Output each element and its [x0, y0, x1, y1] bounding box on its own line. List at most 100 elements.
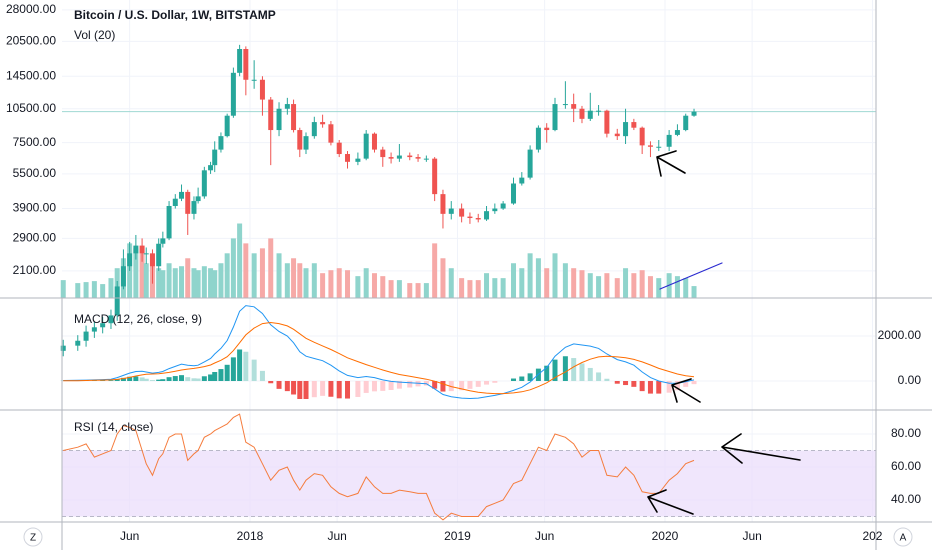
histogram-bar: [160, 379, 166, 381]
candle-body: [251, 79, 257, 81]
candle-body: [562, 104, 568, 106]
histogram-bar: [291, 380, 297, 395]
histogram-bar: [544, 365, 550, 381]
histogram-bar: [166, 377, 172, 381]
x-tick-label: Jun: [120, 529, 139, 543]
candle-body: [596, 110, 602, 112]
volume-bar: [448, 268, 454, 298]
volume-bar: [179, 266, 185, 298]
histogram-bar: [139, 377, 145, 381]
candle-body: [407, 155, 413, 158]
volume-bar: [467, 280, 473, 298]
candle-body: [527, 149, 533, 178]
candle-body: [208, 165, 214, 171]
histogram-bar: [656, 380, 662, 394]
candle-body: [674, 130, 680, 135]
y-tick-label: 28000.00: [6, 2, 56, 16]
y-tick-label: 20500.00: [6, 34, 56, 48]
z-button-label[interactable]: Z: [30, 533, 36, 544]
candle-body: [127, 253, 133, 267]
candle-body: [75, 340, 81, 346]
candle-body: [587, 110, 593, 119]
histogram-bar: [459, 380, 465, 391]
volume-bar: [284, 263, 290, 298]
volume-bar: [623, 268, 629, 298]
volume-bar: [459, 278, 465, 298]
right-axis-area: [876, 0, 932, 550]
candle-body: [666, 134, 672, 147]
volume-bar: [631, 273, 637, 298]
volume-bar: [218, 263, 224, 298]
volume-bar: [139, 253, 145, 298]
z-button-circle[interactable]: [23, 527, 43, 547]
y-tick-label: 5500.00: [13, 166, 57, 180]
candle-body: [91, 327, 97, 332]
candle-body: [448, 208, 454, 214]
rsi-line: [63, 413, 695, 521]
histogram-bar: [432, 380, 438, 389]
volume-bar: [614, 278, 620, 298]
macd-line: [63, 321, 695, 395]
candle-body: [201, 170, 207, 197]
a-button-circle[interactable]: [893, 527, 913, 547]
candle-body: [355, 158, 361, 162]
histogram-bar: [604, 378, 610, 381]
histogram-bar: [527, 373, 533, 381]
x-tick-label: 2020: [652, 529, 679, 543]
histogram-bar: [380, 380, 386, 391]
histogram-bar: [631, 380, 637, 387]
candle-body: [143, 253, 149, 255]
candle-body: [500, 203, 506, 209]
histogram-bar: [297, 380, 303, 399]
histogram-bar: [276, 380, 282, 389]
rsi-band: [62, 450, 876, 517]
z-button[interactable]: Z: [23, 527, 43, 547]
candle-body: [631, 122, 637, 128]
y-tick-label: 80.00: [891, 426, 921, 440]
volume-bar: [276, 253, 282, 298]
histogram-bar: [201, 376, 207, 381]
volume-bar: [185, 258, 191, 298]
histogram-bar: [691, 380, 697, 385]
volume-bar: [208, 268, 214, 298]
y-tick-label: 40.00: [891, 492, 921, 506]
volume-bar: [156, 268, 162, 298]
volume-bar: [527, 253, 533, 298]
candle-body: [388, 157, 394, 159]
candle-body: [276, 108, 282, 131]
volume-bar: [230, 238, 236, 298]
volume-bar: [691, 286, 697, 298]
y-tick-label: 10500.00: [6, 101, 56, 115]
volume-bar: [380, 276, 386, 298]
volume-bar: [328, 270, 334, 298]
histogram-bar: [683, 380, 689, 387]
histogram-bar: [407, 380, 413, 388]
volume-bar: [143, 263, 149, 298]
histogram-bar: [303, 380, 309, 399]
a-button[interactable]: A: [893, 527, 913, 547]
candle-body: [297, 130, 303, 150]
histogram-bar: [345, 380, 351, 399]
arrow: [721, 433, 801, 464]
candle-body: [475, 218, 481, 220]
volume-bar: [224, 253, 230, 298]
y-tick-label: 2900.00: [13, 231, 57, 245]
candle-body: [432, 158, 438, 195]
a-button-label[interactable]: A: [900, 533, 907, 544]
histogram-bar: [371, 380, 377, 392]
volume-bar: [571, 268, 577, 298]
histogram-bar: [185, 377, 191, 381]
volume-bar: [639, 270, 645, 298]
histogram-bar: [562, 356, 568, 381]
volume-bar: [251, 253, 257, 298]
volume-label: Vol (20): [74, 28, 115, 42]
histogram-bar: [127, 376, 133, 381]
marks: [60, 44, 876, 521]
histogram-bar: [259, 370, 265, 381]
histogram-bar: [623, 380, 629, 386]
volume-bar: [511, 263, 517, 298]
candle-body: [179, 191, 185, 199]
volume-bar: [423, 283, 429, 298]
candle-body: [191, 201, 197, 214]
x-tick-label: 2018: [237, 529, 264, 543]
